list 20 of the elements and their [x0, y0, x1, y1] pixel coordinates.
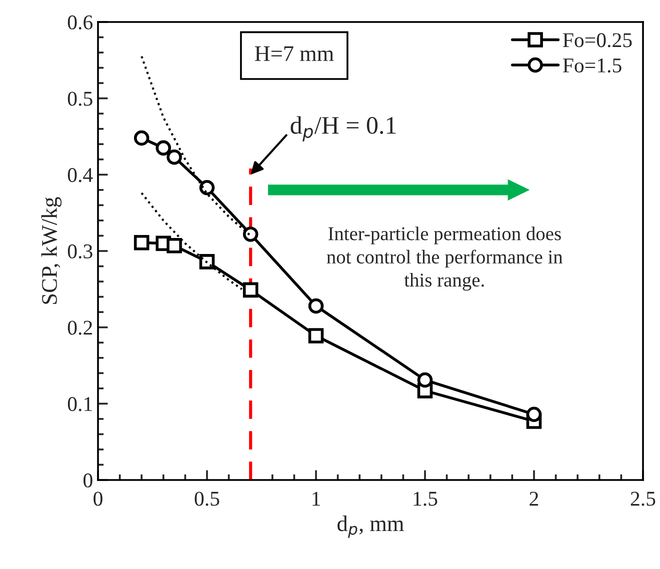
- y-tick-label: 0: [84, 473, 92, 488]
- y-tick-label: 0.1: [68, 397, 92, 412]
- annotation: H=7 mm: [254, 46, 334, 61]
- x-tick-label: 0: [94, 492, 102, 506]
- annotation: d$_{p}$/H = 0.1: [290, 116, 396, 142]
- x-tick-label: 1: [312, 492, 320, 506]
- y-tick-label: 0.5: [68, 92, 92, 106]
- x-tick-label: 0.5: [194, 492, 220, 506]
- y-tick-label: 0.6: [68, 15, 93, 30]
- y-axis-title: SCP, kW/kg: [41, 197, 62, 304]
- y-tick-label: 0.2: [68, 320, 92, 335]
- x-tick-label: 1.5: [414, 492, 438, 506]
- x-tick-label: 2: [530, 492, 538, 506]
- annotation: Inter-particle permeation does not control the performance in this range.: [326, 226, 563, 291]
- x-tick-label: 2.5: [630, 492, 656, 506]
- legend-label: Fo=1.5: [562, 58, 622, 73]
- legend-label: Fo=0.25: [562, 33, 632, 48]
- y-tick-label: 0.3: [68, 244, 92, 259]
- y-tick-label: 0.4: [68, 168, 93, 182]
- x-axis-title: d$_{p}$, mm: [338, 516, 404, 538]
